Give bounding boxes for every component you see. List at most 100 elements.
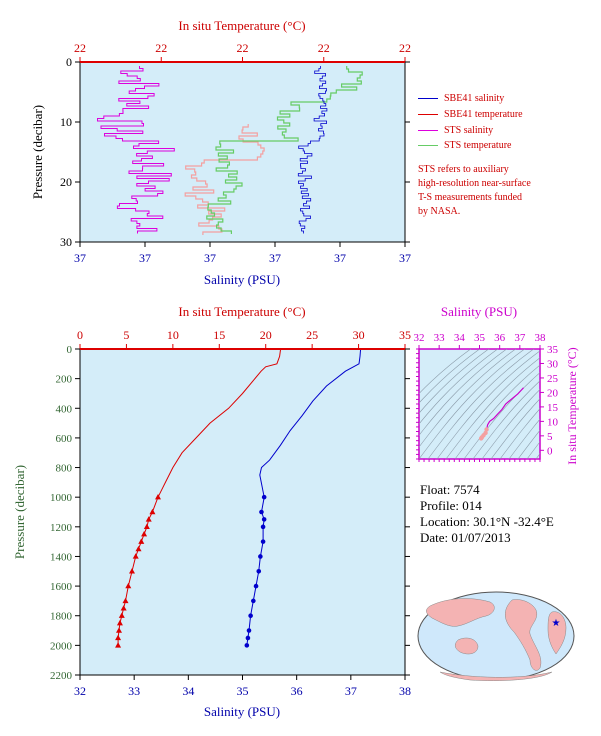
- ts-ticks: 32 33 34 35 36 37 38 0 5 10 15 20 25 30 35: [414, 332, 559, 462]
- legend-label: SBE41 salinity: [444, 92, 505, 104]
- main-pres-tick-label: 1600: [50, 581, 73, 593]
- legend-item-sts-salinity: STS salinity: [418, 123, 493, 137]
- ts-traces: [478, 387, 524, 441]
- top-pres-tick-label: 10: [60, 115, 72, 129]
- main-sal-tick-label: 33: [128, 684, 140, 698]
- top-temp-tick-label: 22: [399, 41, 411, 55]
- legend-label: STS salinity: [444, 124, 494, 136]
- salinity-point: [260, 524, 266, 530]
- main-pres-axis-title: Pressure (decibar): [12, 465, 27, 559]
- top-sal-tick-label: 37: [269, 251, 281, 265]
- ts-temp-tick-label: 10: [547, 416, 559, 428]
- legend-item-sts-temperature: STS temperature: [418, 138, 511, 152]
- top-temp-tick-label: 22: [155, 41, 167, 55]
- ts-density-contour: [419, 349, 490, 414]
- ts-temp-tick-label: 5: [547, 431, 553, 443]
- ts-density-contour: [508, 418, 540, 459]
- main-sal-axis-title: Salinity (PSU): [204, 704, 280, 719]
- temperature-point: [125, 582, 132, 589]
- legend-item-sbe41-temperature: SBE41 temperature: [418, 107, 523, 121]
- top-sal-tick-label: 37: [334, 251, 346, 265]
- main-temp-tick-label: 25: [306, 328, 318, 342]
- salinity-point: [251, 598, 256, 604]
- main-temp-tick-label: 30: [353, 328, 365, 342]
- ts-density-contour: [472, 380, 540, 459]
- ts-temp-tick-label: 20: [547, 387, 559, 399]
- temperature-point: [116, 619, 123, 626]
- main-temp-tick-label: 0: [77, 328, 83, 342]
- ts-density-contour: [427, 349, 535, 459]
- salinity-point: [260, 539, 266, 544]
- temperature-point: [155, 493, 161, 500]
- main-pres-tick-label: 1400: [50, 551, 73, 563]
- top-sal-tick-label: 37: [399, 251, 411, 265]
- ts-sal-tick-label: 33: [434, 332, 446, 344]
- ts-density-contour: [419, 349, 499, 425]
- main-temp-axis-title: In situ Temperature (°C): [178, 304, 305, 319]
- map-float-marker: ★: [552, 618, 561, 629]
- ts-density-contour: [454, 364, 540, 459]
- temperature-point: [120, 605, 127, 611]
- float-id: Float: 7574: [420, 482, 480, 497]
- legend-label: STS temperature: [444, 139, 512, 151]
- temperature-point: [118, 612, 125, 618]
- sts-note-line: by NASA.: [418, 206, 461, 217]
- ts-plot-area: [418, 348, 541, 460]
- main-temp-tick-label: 5: [123, 328, 129, 342]
- legend-label: SBE41 temperature: [444, 108, 523, 120]
- main-pres-tick-label: 1800: [50, 611, 73, 623]
- main-panel: 0 5 10 15 20 25 30 35 32 33 34 35 36 37 38 0 200 400 600 80…: [12, 304, 411, 719]
- sts-temperature-trace: [206, 66, 363, 234]
- sts-temperature-trace-light: [184, 124, 265, 235]
- temperature-point: [116, 627, 122, 633]
- ts-sal-tick-label: 32: [414, 332, 425, 344]
- top-temp-tick-label: 22: [237, 41, 249, 55]
- main-sal-tick-label: 37: [345, 684, 357, 698]
- ts-density-contour: [526, 441, 540, 459]
- ts-density-contour: [419, 349, 472, 394]
- ts-density-contour: [419, 349, 526, 459]
- top-sal-tick-label: 37: [74, 251, 86, 265]
- temperature-point: [135, 545, 142, 552]
- ts-sal-tick-label: 36: [494, 332, 506, 344]
- main-pres-tick-label: 200: [56, 374, 73, 386]
- ts-density-contour: [481, 389, 540, 459]
- ts-temp-tick-label: 15: [547, 402, 559, 414]
- ts-density-contour: [445, 357, 540, 459]
- top-pres-tick-label: 0: [66, 55, 72, 69]
- main-sal-tick-label: 38: [399, 684, 411, 698]
- main-pres-tick-label: 1000: [50, 492, 73, 504]
- ts-panel: 32 33 34 35 36 37 38 0 5 10 15 20 25 30 35 Salinity (P…: [414, 304, 580, 465]
- salinity-point: [261, 494, 267, 500]
- legend-swatch: [418, 97, 438, 99]
- ts-sal-axis-title: Salinity (PSU): [441, 304, 517, 319]
- legend-swatch: [418, 129, 438, 131]
- temperature-point: [145, 516, 152, 522]
- ts-density-contour: [419, 349, 481, 404]
- top-temp-axis-title: In situ Temperature (°C): [178, 18, 305, 33]
- ts-density-contours: [419, 349, 540, 459]
- ts-temp-tick-label: 35: [547, 344, 559, 356]
- world-map: ★: [417, 591, 575, 681]
- salinity-point: [248, 613, 253, 619]
- top-pres-axis-title: Pressure (decibar): [30, 105, 45, 199]
- ts-density-contour: [499, 408, 540, 459]
- main-temp-tick-label: 15: [213, 328, 225, 342]
- top-traces: [97, 66, 363, 235]
- date: Date: 01/07/2013: [420, 530, 511, 545]
- legend-item-sbe41-salinity: SBE41 salinity: [418, 91, 504, 105]
- main-pres-tick-label: 600: [56, 433, 73, 445]
- main-plot-area: [79, 348, 406, 676]
- map-land-africa: [547, 611, 567, 655]
- temperature-point: [115, 634, 122, 641]
- ts-temp-tick-label: 30: [547, 358, 559, 370]
- ts-density-contour: [463, 372, 540, 459]
- salinity-point: [253, 583, 259, 589]
- sts-salinity-trace: [97, 66, 175, 234]
- top-temp-tick-label: 22: [318, 41, 330, 55]
- legend-swatch: [418, 144, 438, 146]
- ts-density-contour: [419, 349, 508, 436]
- ts-density-contour: [436, 350, 540, 459]
- top-temp-tick-label: 22: [74, 41, 86, 55]
- top-plot-area: [79, 61, 406, 243]
